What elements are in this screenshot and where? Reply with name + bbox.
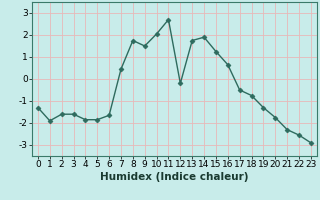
- X-axis label: Humidex (Indice chaleur): Humidex (Indice chaleur): [100, 172, 249, 182]
